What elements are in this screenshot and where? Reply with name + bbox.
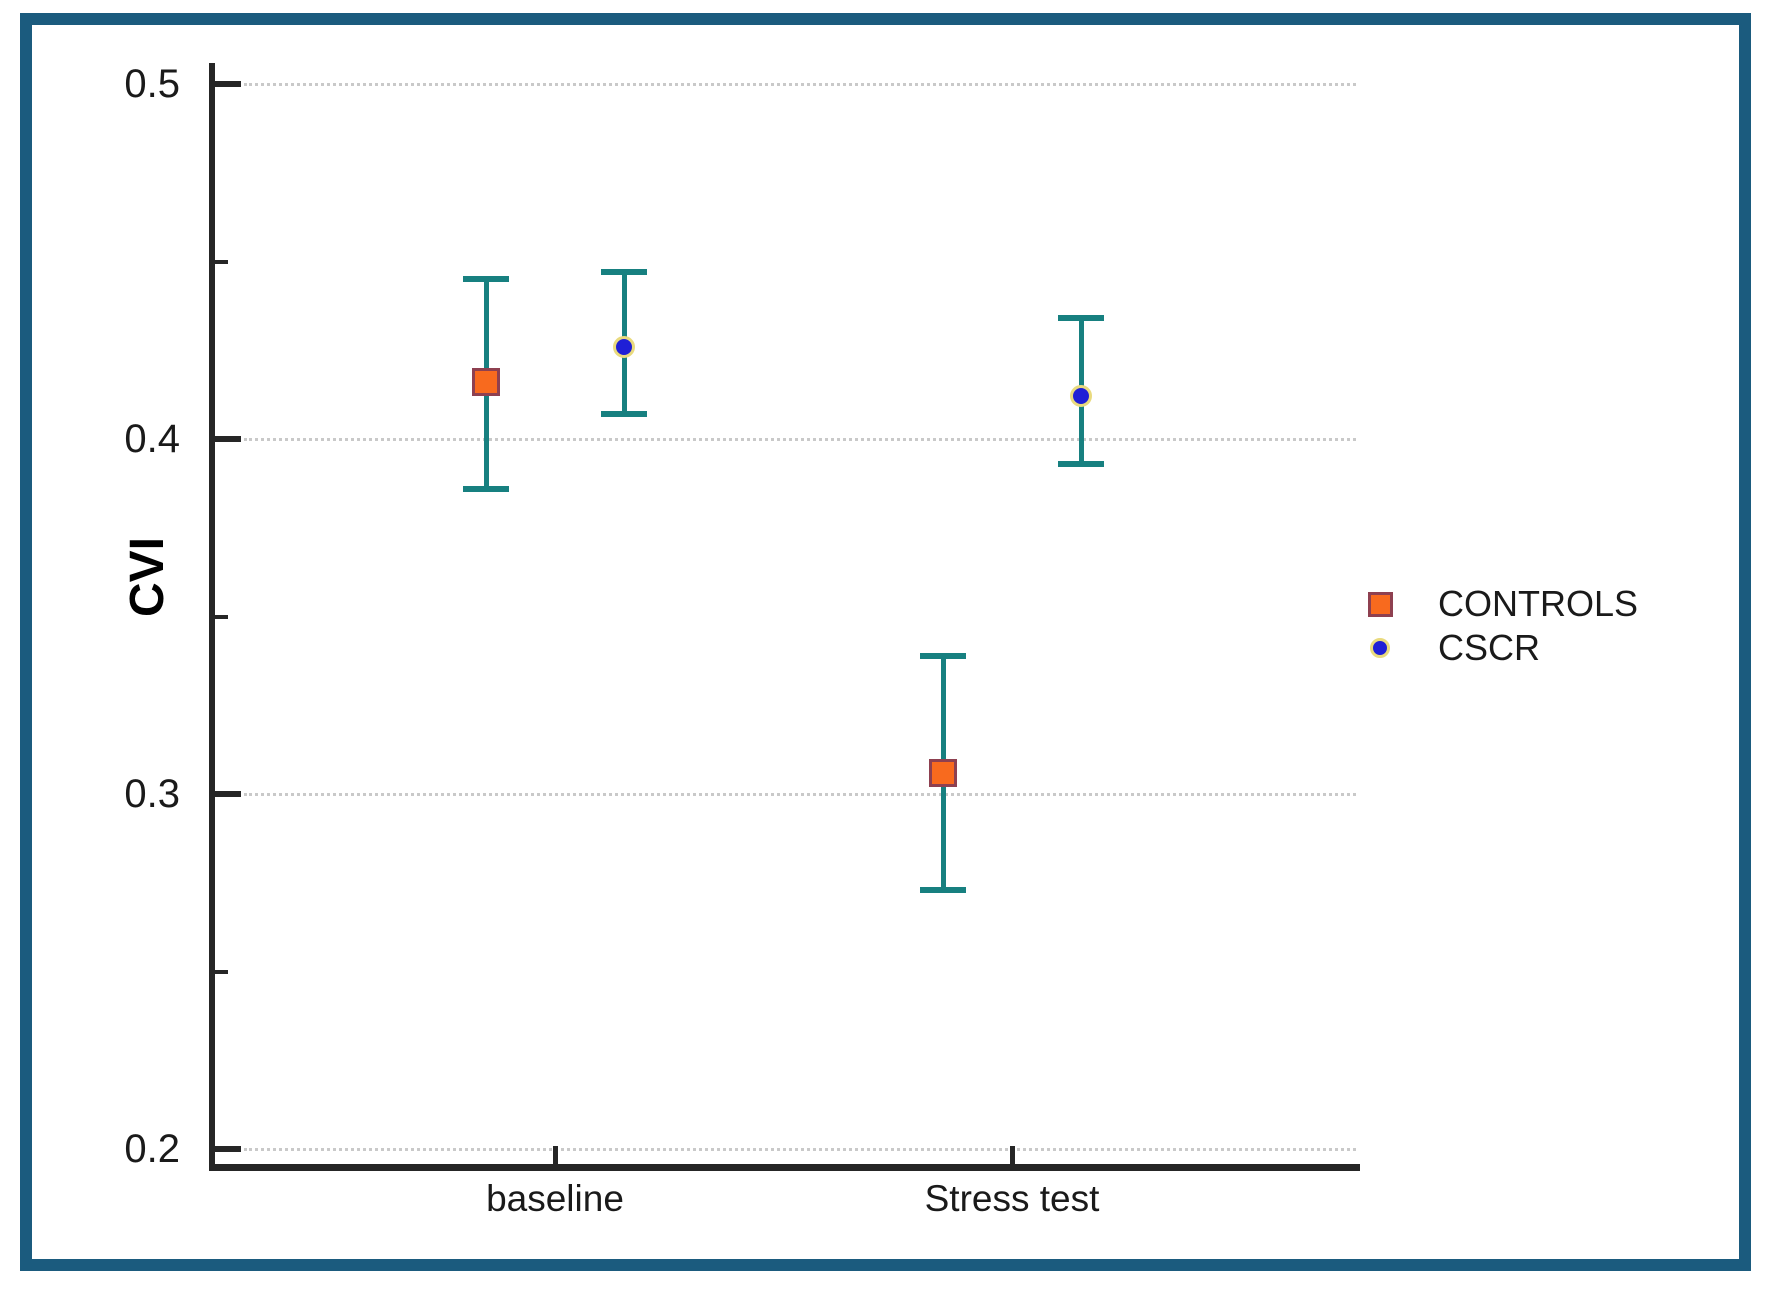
controls-square-marker-icon	[1367, 591, 1393, 617]
error-bar-cap-bottom-cscr-baseline	[601, 411, 647, 418]
x-axis-line	[209, 1164, 1360, 1171]
marker-controls-stress-test	[929, 758, 957, 787]
cscr-circle-marker-icon	[1370, 638, 1390, 658]
frame	[20, 13, 1751, 1271]
y-axis-title: CVI	[121, 537, 174, 618]
legend-item-cscr: CSCR	[1348, 626, 1638, 670]
x-tick-label-baseline: baseline	[486, 1178, 624, 1219]
y-axis-line	[209, 63, 215, 1171]
y-tick-label: 0.5	[124, 62, 180, 106]
gridline	[244, 793, 1356, 796]
y-tick-label: 0.4	[124, 417, 180, 461]
x-tick-stress-test	[1010, 1146, 1015, 1164]
marker-cscr-stress-test	[1070, 385, 1092, 408]
error-bar-cap-bottom-controls-baseline	[463, 485, 509, 492]
legend-marker-cell	[1348, 591, 1412, 617]
legend-label-cscr: CSCR	[1438, 627, 1541, 668]
error-bar-cap-top-controls-baseline	[463, 276, 509, 283]
error-bar-cap-bottom-controls-stress-test	[920, 886, 966, 893]
y-major-tick	[215, 791, 241, 797]
legend-marker-cell	[1348, 638, 1412, 658]
error-bar-cap-bottom-cscr-stress-test	[1058, 460, 1104, 467]
legend: CONTROLS CSCR	[1348, 582, 1638, 670]
error-bar-cap-top-controls-stress-test	[920, 652, 966, 659]
error-bar-cap-top-cscr-baseline	[601, 269, 647, 276]
y-minor-tick	[215, 259, 228, 264]
y-minor-tick	[215, 969, 228, 974]
x-tick-baseline	[553, 1146, 558, 1164]
y-minor-tick	[215, 614, 228, 619]
marker-controls-baseline	[472, 368, 500, 397]
x-tick-label-stress-test: Stress test	[924, 1178, 1100, 1219]
error-bar-cap-top-cscr-stress-test	[1058, 315, 1104, 322]
marker-cscr-baseline	[613, 335, 635, 358]
gridline	[244, 1148, 1356, 1151]
gridline	[244, 83, 1356, 86]
y-tick-label: 0.2	[124, 1127, 180, 1171]
y-major-tick	[215, 81, 241, 87]
legend-label-controls: CONTROLS	[1438, 583, 1639, 624]
y-tick-label: 0.3	[124, 772, 180, 816]
gridline	[244, 438, 1356, 441]
y-major-tick	[215, 436, 241, 442]
y-major-tick	[215, 1146, 241, 1152]
legend-item-controls: CONTROLS	[1348, 582, 1638, 626]
